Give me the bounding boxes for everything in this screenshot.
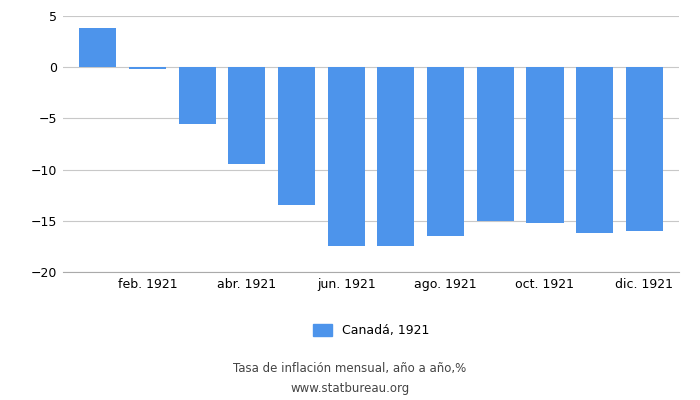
Bar bbox=[328, 67, 365, 246]
Bar bbox=[526, 67, 564, 223]
Bar bbox=[427, 67, 464, 236]
Bar bbox=[626, 67, 663, 231]
Bar bbox=[477, 67, 514, 221]
Bar bbox=[79, 28, 116, 67]
Bar bbox=[228, 67, 265, 164]
Legend: Canadá, 1921: Canadá, 1921 bbox=[313, 324, 429, 337]
Bar bbox=[129, 67, 166, 69]
Bar bbox=[576, 67, 613, 233]
Text: Tasa de inflación mensual, año a año,%: Tasa de inflación mensual, año a año,% bbox=[233, 362, 467, 375]
Bar bbox=[278, 67, 315, 206]
Bar bbox=[178, 67, 216, 124]
Bar bbox=[377, 67, 414, 246]
Text: www.statbureau.org: www.statbureau.org bbox=[290, 382, 410, 395]
